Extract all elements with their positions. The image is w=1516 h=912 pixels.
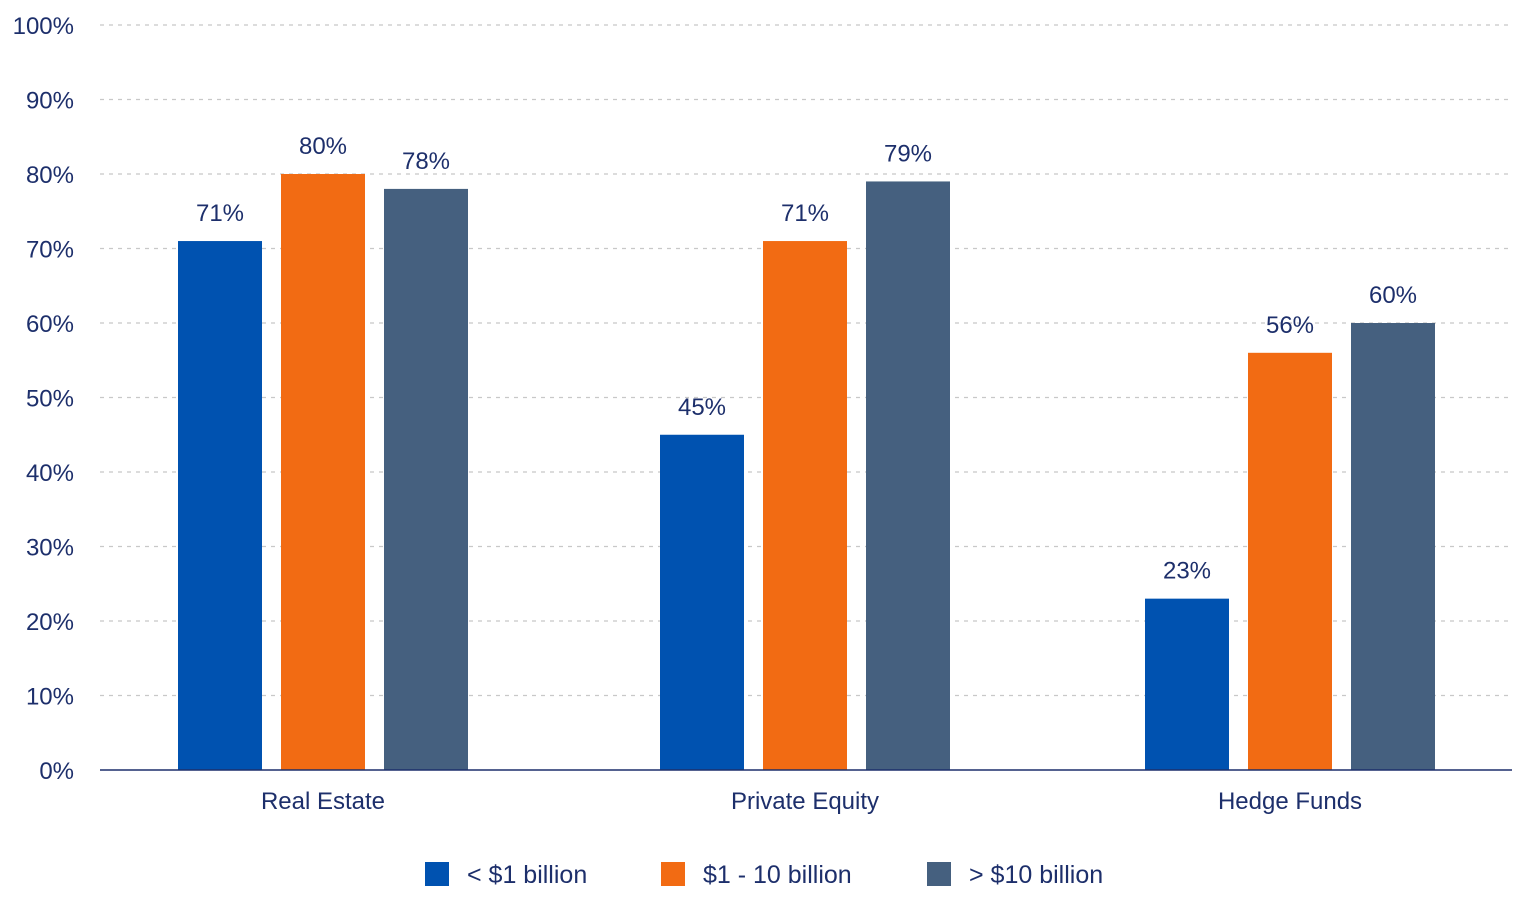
data-label-real-estate-series-2: 80%: [299, 133, 347, 160]
legend-label: < $1 billion: [467, 861, 587, 889]
x-category-label: Private Equity: [731, 788, 879, 815]
x-axis-category-labels: Real Estate Private Equity Hedge Funds: [261, 788, 1362, 815]
data-label-hedge-funds-series-1: 23%: [1163, 558, 1211, 585]
bar-hedge-funds-series-3: [1351, 323, 1435, 770]
y-tick-label: 60%: [26, 311, 74, 338]
data-label-real-estate-series-1: 71%: [196, 200, 244, 227]
y-tick-label: 10%: [26, 684, 74, 711]
bar-real-estate-series-3: [384, 188, 468, 770]
bar-private-equity-series-3: [866, 181, 950, 770]
legend-item-series-1: < $1 billion: [425, 861, 587, 889]
x-category-label: Real Estate: [261, 788, 385, 815]
y-axis-tick-labels: 0% 10% 20% 30% 40% 50% 60% 70% 80% 90% 100%: [13, 13, 74, 785]
y-tick-label: 100%: [13, 13, 74, 40]
data-label-hedge-funds-series-2: 56%: [1266, 312, 1314, 339]
data-label-private-equity-series-3: 79%: [884, 140, 932, 167]
legend-swatch: [425, 862, 449, 886]
bar-hedge-funds-series-1: [1145, 598, 1229, 770]
bar-private-equity-series-2: [763, 241, 847, 771]
bar-real-estate-series-1: [178, 241, 262, 771]
y-tick-label: 20%: [26, 609, 74, 636]
x-category-label: Hedge Funds: [1218, 788, 1362, 815]
bar-hedge-funds-series-2: [1248, 352, 1332, 770]
legend-swatch: [661, 862, 685, 886]
y-tick-label: 50%: [26, 386, 74, 413]
y-tick-label: 40%: [26, 460, 74, 487]
data-label-private-equity-series-1: 45%: [678, 394, 726, 421]
data-label-real-estate-series-3: 78%: [402, 148, 450, 175]
data-label-private-equity-series-2: 71%: [781, 200, 829, 227]
data-labels: 71% 80% 78% 45% 71% 79% 23% 56% 60%: [196, 133, 1417, 585]
y-tick-label: 0%: [39, 758, 74, 785]
legend-label: > $10 billion: [969, 861, 1103, 889]
y-tick-label: 30%: [26, 535, 74, 562]
legend-item-series-2: $1 - 10 billion: [661, 861, 852, 889]
bars: [178, 174, 1435, 771]
y-tick-label: 90%: [26, 88, 74, 115]
y-tick-label: 80%: [26, 162, 74, 189]
data-label-hedge-funds-series-3: 60%: [1369, 282, 1417, 309]
legend-item-series-3: > $10 billion: [927, 861, 1103, 889]
bar-private-equity-series-1: [660, 434, 744, 770]
legend-swatch: [927, 862, 951, 886]
bar-real-estate-series-2: [281, 174, 365, 770]
legend: < $1 billion $1 - 10 billion > $10 billion: [425, 861, 1103, 889]
y-tick-label: 70%: [26, 237, 74, 264]
legend-label: $1 - 10 billion: [703, 861, 852, 889]
